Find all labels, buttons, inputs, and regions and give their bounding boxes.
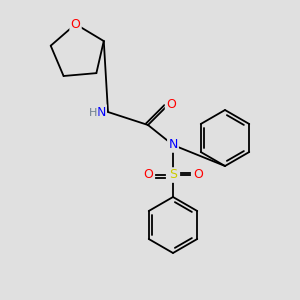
Text: O: O <box>70 18 80 31</box>
Text: O: O <box>143 169 153 182</box>
Text: O: O <box>193 169 203 182</box>
Text: N: N <box>168 139 178 152</box>
Text: H: H <box>89 108 97 118</box>
Text: O: O <box>166 98 176 112</box>
Text: N: N <box>96 106 106 118</box>
Text: S: S <box>169 169 177 182</box>
